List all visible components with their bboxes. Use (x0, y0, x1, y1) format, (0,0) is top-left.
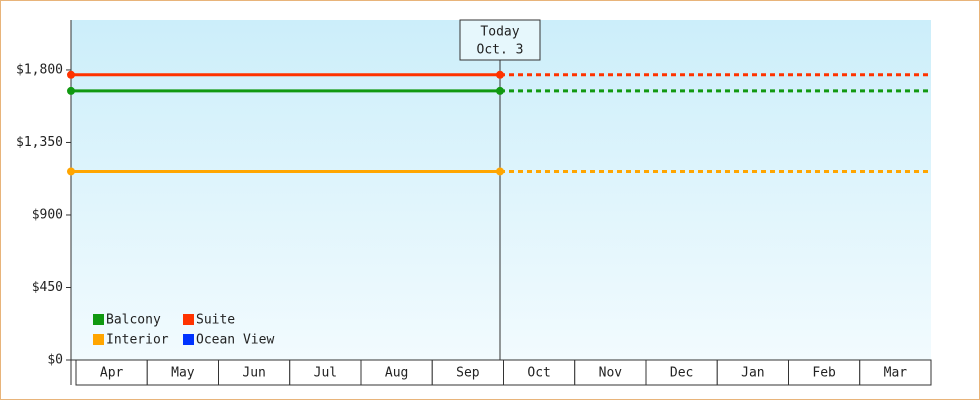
x-tick-label: Oct (527, 366, 550, 381)
x-tick-label: Jun (242, 366, 265, 381)
point (67, 86, 75, 95)
y-tick-label: $0 (47, 353, 63, 368)
legend-label: Ocean View (196, 333, 274, 348)
today-date: Oct. 3 (477, 43, 524, 58)
legend-swatch (93, 334, 104, 345)
legend-swatch (93, 314, 104, 325)
month-box (859, 359, 932, 386)
legend-swatch (183, 334, 194, 345)
x-tick-label: Sep (456, 366, 480, 381)
month-box (360, 359, 433, 386)
x-tick-label: May (171, 366, 195, 381)
x-tick-label: Nov (599, 366, 623, 381)
today-label: Today (480, 25, 519, 40)
y-tick-label: $1,800 (16, 62, 63, 77)
point (496, 70, 504, 79)
x-tick-label: Dec (670, 366, 693, 381)
x-tick-label: Mar (884, 366, 908, 381)
y-tick-label: $450 (32, 280, 63, 295)
legend-swatch (183, 314, 194, 325)
legend-label: Interior (106, 333, 169, 348)
legend-label: Suite (196, 313, 235, 328)
y-tick-label: $900 (32, 207, 63, 222)
month-box (146, 359, 219, 386)
month-box (645, 359, 718, 386)
point (67, 167, 75, 176)
month-box (716, 359, 789, 386)
x-tick-label: Feb (812, 366, 836, 381)
x-tick-label: Aug (385, 366, 408, 381)
y-tick-label: $1,350 (16, 135, 63, 150)
month-box (431, 359, 504, 386)
month-box (75, 359, 148, 386)
month-box (289, 359, 362, 386)
month-box (218, 359, 291, 386)
month-box (503, 359, 576, 386)
legend-label: Balcony (106, 313, 161, 328)
x-tick-label: Jul (314, 366, 337, 381)
x-tick-label: Jan (741, 366, 764, 381)
x-tick-label: Apr (100, 366, 124, 381)
today-box (459, 19, 541, 61)
month-box (574, 359, 647, 386)
point (496, 86, 504, 95)
point (67, 70, 75, 79)
point (496, 167, 504, 176)
